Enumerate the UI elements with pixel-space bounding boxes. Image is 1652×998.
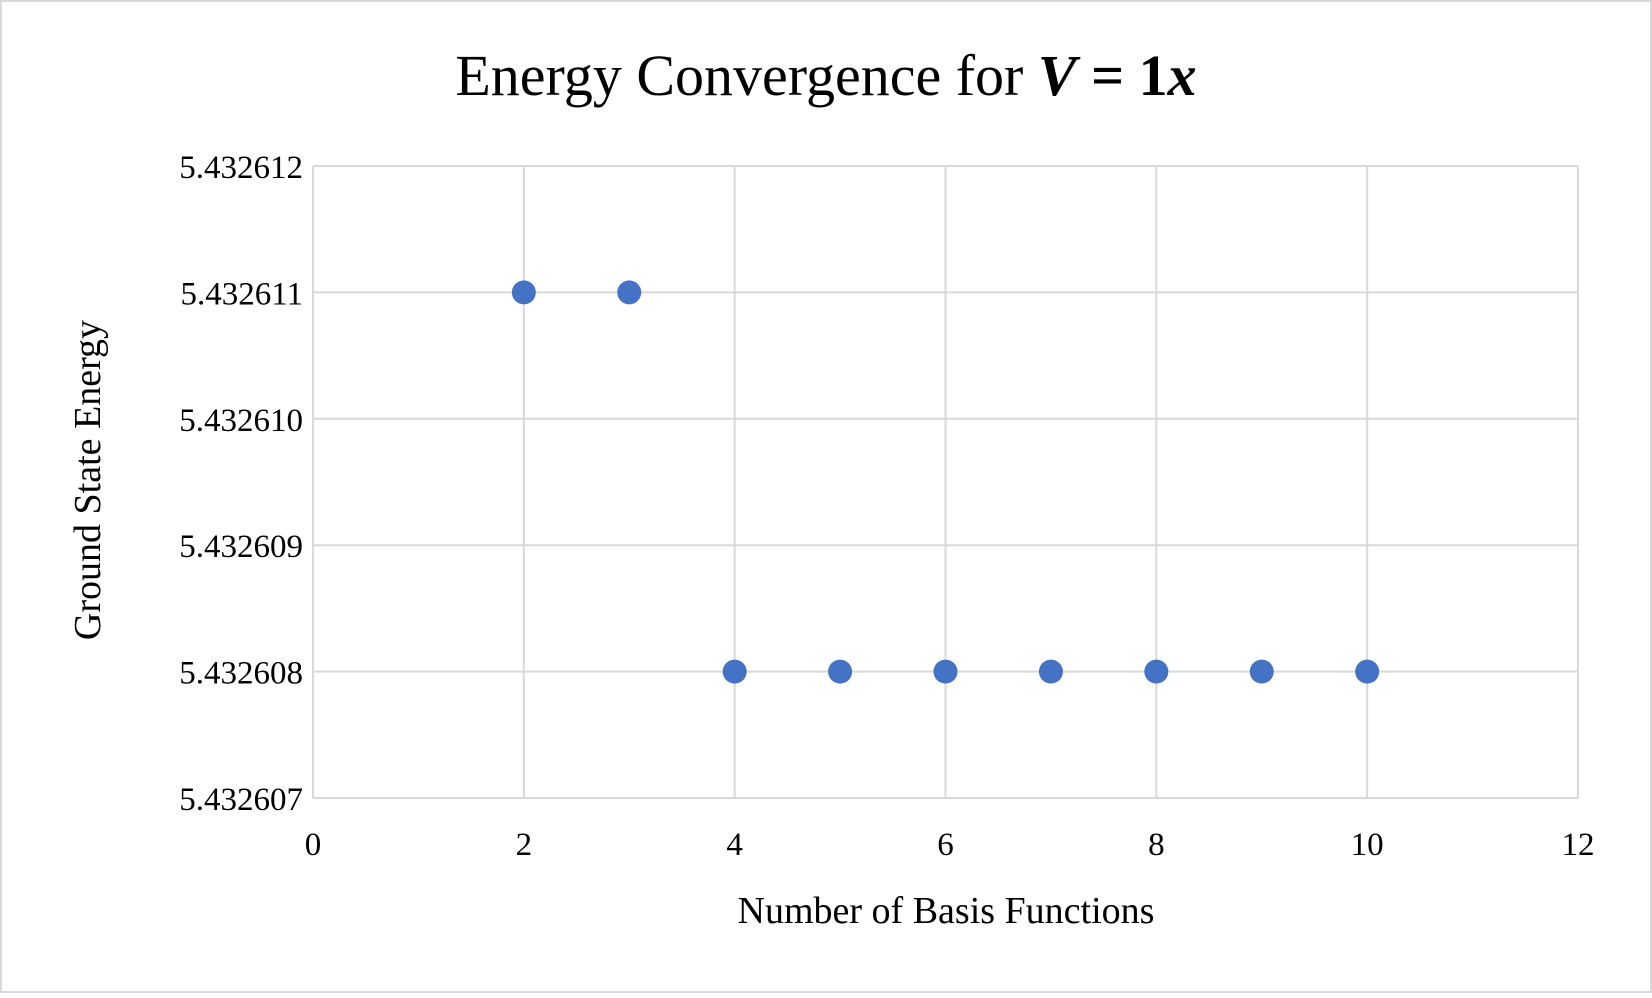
- title-part-1: V: [1038, 43, 1081, 108]
- data-point: [722, 659, 747, 684]
- x-tick-label: 2: [516, 827, 533, 863]
- gridlines: [312, 165, 1579, 799]
- data-point: [828, 659, 853, 684]
- data-point: [511, 280, 536, 305]
- y-tick-label: 5.432608: [179, 656, 303, 692]
- data-points: [511, 280, 1380, 684]
- y-tick-label: 5.432610: [179, 403, 303, 439]
- data-point: [617, 280, 642, 305]
- y-axis-title: Ground State Energy: [67, 320, 109, 640]
- data-point: [1038, 659, 1063, 684]
- x-tick-label: 4: [726, 827, 743, 863]
- y-tick-label: 5.432609: [179, 529, 303, 565]
- title-part-0: Energy Convergence for: [455, 43, 1038, 108]
- data-point: [933, 659, 958, 684]
- data-point: [1144, 659, 1169, 684]
- chart-title: Energy Convergence for V = 1x: [455, 43, 1196, 108]
- x-tick-label: 10: [1351, 827, 1384, 863]
- x-axis-title: Number of Basis Functions: [738, 890, 1155, 932]
- x-tick-label: 12: [1562, 827, 1595, 863]
- data-point: [1355, 659, 1380, 684]
- title-part-3: x: [1167, 43, 1197, 108]
- x-tick-label: 6: [937, 827, 954, 863]
- x-tick-label: 8: [1148, 827, 1165, 863]
- data-point: [1249, 659, 1274, 684]
- y-tick-label: 5.432611: [180, 276, 303, 312]
- tick-labels: 5.432607 5.432608 5.432609 5.432610 5.432611…: [179, 150, 1594, 863]
- y-tick-label: 5.432607: [179, 782, 303, 818]
- y-tick-label: 5.432612: [179, 150, 303, 186]
- title-part-2: = 1: [1077, 43, 1168, 108]
- x-tick-label: 0: [305, 827, 322, 863]
